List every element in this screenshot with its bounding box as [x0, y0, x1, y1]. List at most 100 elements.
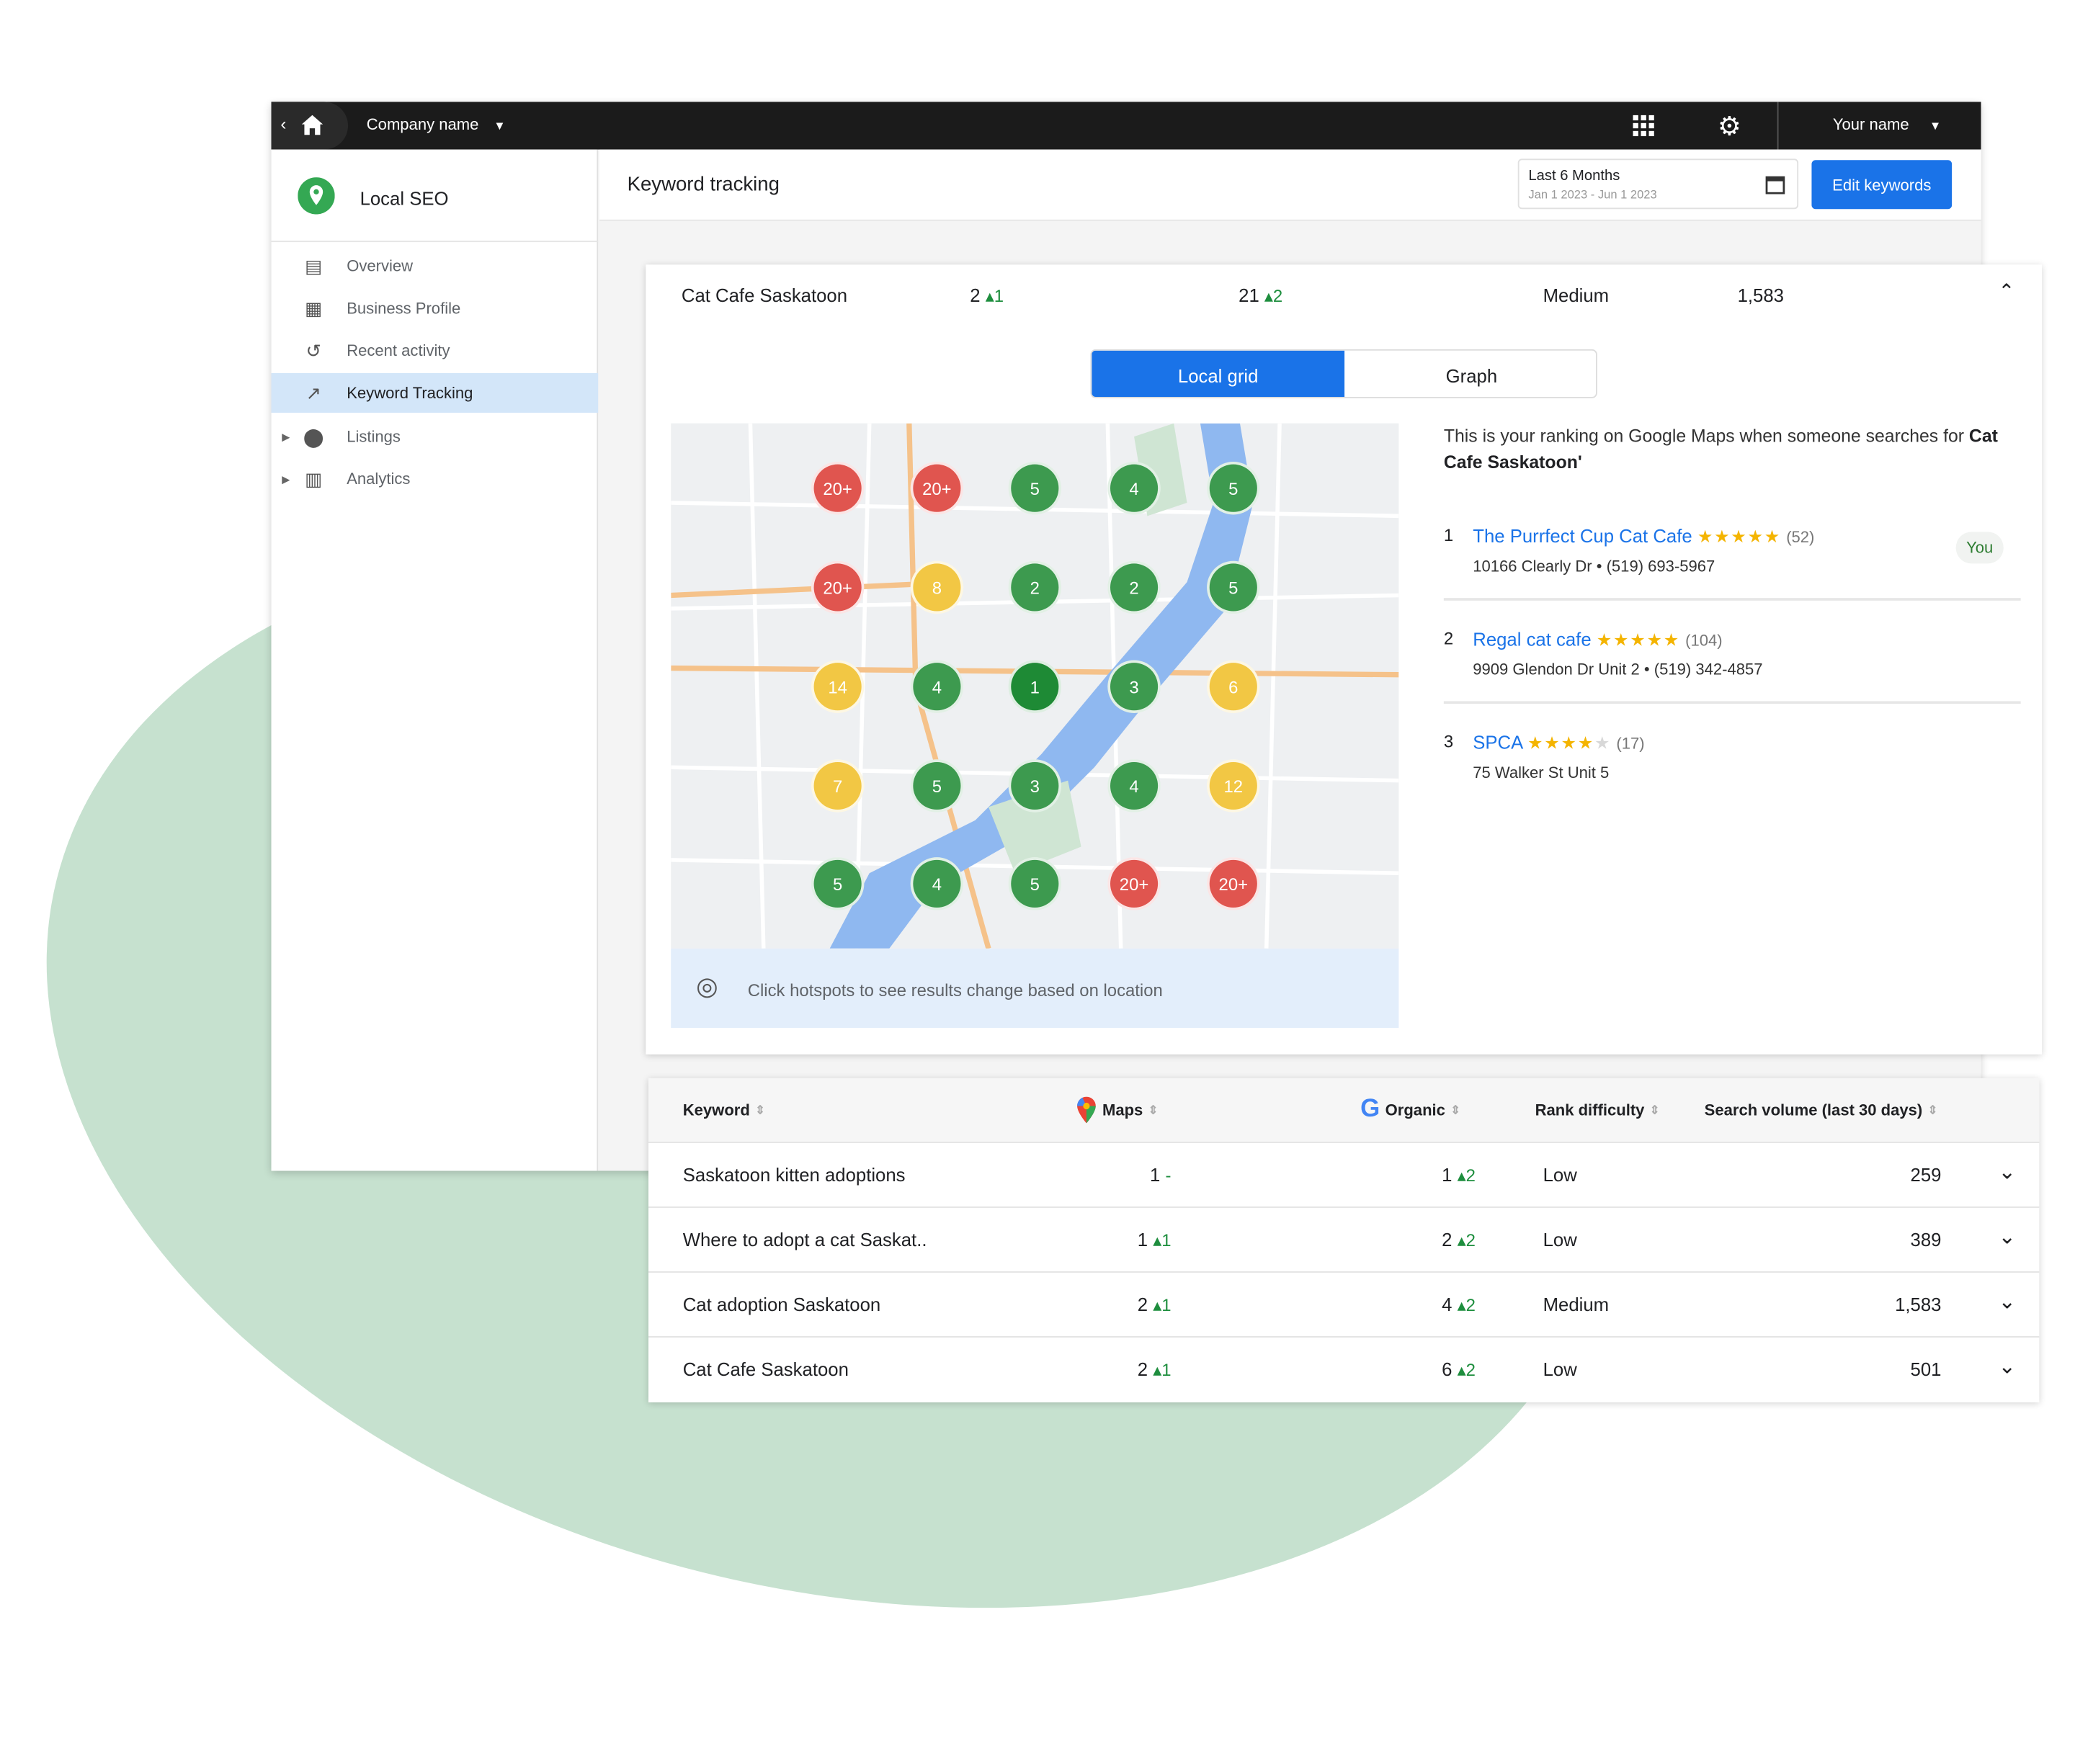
home-nav[interactable]: ‹	[271, 102, 349, 150]
keyword-detail-card: Cat Cafe Saskatoon 2 ▴1 21 ▴2 Medium 1,5…	[646, 264, 2043, 1055]
divider	[1443, 701, 2021, 704]
table-row[interactable]: Cat adoption Saskatoon 2 ▴1 4 ▴2 Medium …	[648, 1271, 2040, 1336]
dropdown-icon: ▼	[1929, 119, 1942, 133]
overview-icon: ▤	[305, 255, 323, 277]
grid-hotspot[interactable]: 3	[1107, 660, 1161, 713]
business-link[interactable]: SPCA	[1473, 731, 1522, 753]
grid-hotspot[interactable]: 2	[1107, 560, 1161, 614]
grid-hotspot[interactable]: 6	[1207, 660, 1260, 713]
grid-hotspot[interactable]: 20+	[1107, 857, 1161, 910]
column-keyword[interactable]: Keyword ⇕	[682, 1101, 766, 1119]
grid-hotspot[interactable]: 4	[1107, 462, 1161, 515]
column-rank-difficulty[interactable]: Rank difficulty ⇕	[1535, 1101, 1660, 1119]
grid-hotspot[interactable]: 5	[910, 759, 964, 812]
business-link[interactable]: The Purrfect Cup Cat Cafe	[1473, 525, 1692, 547]
tab-graph[interactable]: Graph	[1445, 364, 1498, 386]
trending-icon: ↗	[305, 382, 322, 404]
difficulty-cell: Low	[1543, 1358, 1577, 1380]
grid-hotspot[interactable]: 20+	[910, 462, 964, 515]
gear-icon[interactable]: ⚙	[1718, 112, 1741, 142]
home-icon[interactable]	[301, 115, 323, 135]
maps-rank-cell: 2 ▴1	[1137, 1358, 1172, 1380]
grid-hotspot[interactable]: 5	[1008, 857, 1062, 910]
grid-hotspot[interactable]: 14	[811, 660, 865, 713]
volume-cell: 389	[1910, 1229, 1942, 1250]
keyword-cell: Cat Cafe Saskatoon	[682, 1358, 849, 1380]
grid-hotspot[interactable]: 5	[811, 857, 865, 910]
organic-rank-cell: 1 ▴2	[1442, 1164, 1476, 1186]
grid-hotspot[interactable]: 12	[1207, 759, 1260, 812]
expand-chevron-icon[interactable]: ⌄	[1998, 1291, 2017, 1314]
result-item[interactable]: 3 SPCA ★★★★★ (17) 75 Walker St Unit 5	[1443, 731, 1645, 782]
organic-rank-cell: 6 ▴2	[1442, 1358, 1476, 1380]
google-g-icon: G	[1360, 1095, 1380, 1124]
view-toggle: Local grid Graph	[1090, 349, 1597, 398]
dropdown-icon: ▼	[494, 119, 506, 133]
keyword-cell: Cat adoption Saskatoon	[682, 1294, 881, 1315]
tab-local-grid[interactable]: Local grid	[1092, 350, 1345, 398]
grid-hotspot[interactable]: 4	[910, 660, 964, 713]
grid-hotspot[interactable]: 7	[811, 759, 865, 812]
grid-hotspot[interactable]: 4	[1107, 759, 1161, 812]
column-organic[interactable]: G Organic ⇕	[1360, 1095, 1461, 1124]
history-icon: ↺	[305, 340, 322, 362]
apps-grid-icon[interactable]	[1633, 115, 1654, 137]
business-link[interactable]: Regal cat cafe	[1473, 628, 1592, 650]
back-icon[interactable]: ‹	[280, 113, 287, 134]
expand-chevron-icon[interactable]: ⌄	[1998, 1161, 2017, 1184]
sidebar-item-analytics[interactable]: ▶ ▥ Analytics	[282, 468, 411, 490]
column-maps[interactable]: Maps ⇕	[1076, 1078, 1159, 1142]
expand-chevron-icon[interactable]: ⌄	[1998, 1226, 2017, 1249]
result-item[interactable]: 1 The Purrfect Cup Cat Cafe ★★★★★ (52) 1…	[1444, 525, 2021, 591]
local-grid-map[interactable]: 20+ 20+ 5 4 5 20+ 8 2 2 5 14 4 1 3 6 7 5 3 4 12 5 4 5 20+ 20+	[671, 423, 1399, 949]
difficulty-cell: Low	[1543, 1229, 1577, 1250]
company-selector[interactable]: Company name ▼	[366, 115, 506, 134]
google-maps-icon	[1077, 1096, 1096, 1124]
user-menu[interactable]: Your name ▼	[1832, 115, 1942, 134]
grid-hotspot[interactable]: 4	[910, 857, 964, 910]
collapse-chevron-icon[interactable]: ⌃	[1998, 280, 2015, 303]
table-header	[648, 1078, 2040, 1142]
keyword-cell: Where to adopt a cat Saskat..	[682, 1229, 927, 1250]
maps-rank-cell: 2 ▴1	[1137, 1294, 1172, 1315]
table-row[interactable]: Cat Cafe Saskatoon 2 ▴1 6 ▴2 Low 501 ⌄	[648, 1336, 2040, 1401]
edit-keywords-button[interactable]: Edit keywords	[1811, 160, 1953, 210]
grid-hotspot[interactable]: 5	[1207, 462, 1260, 515]
page-title: Keyword tracking	[627, 173, 780, 196]
grid-hotspot[interactable]: 20+	[1207, 857, 1260, 910]
column-search-volume[interactable]: Search volume (last 30 days) ⇕	[1704, 1101, 1938, 1119]
sidebar-item-recent-activity[interactable]: ↺ Recent activity	[272, 331, 599, 370]
divider	[1443, 598, 2021, 601]
result-item[interactable]: 2 Regal cat cafe ★★★★★ (104) 9909 Glendo…	[1443, 628, 1763, 679]
expanded-row-summary[interactable]: Cat Cafe Saskatoon 2 ▴1 21 ▴2 Medium 1,5…	[681, 280, 2015, 306]
difficulty-cell: Low	[1543, 1164, 1577, 1186]
date-range-picker[interactable]: Last 6 Months Jan 1 2023 - Jun 1 2023	[1517, 158, 1799, 210]
expand-caret-icon[interactable]: ▶	[282, 430, 290, 443]
grid-hotspot[interactable]: 5	[1207, 560, 1260, 614]
star-rating: ★★★★★	[1527, 733, 1612, 753]
grid-hotspot[interactable]: 8	[910, 560, 964, 614]
grid-hotspot[interactable]: 3	[1008, 759, 1062, 812]
grid-hotspot[interactable]: 2	[1008, 560, 1062, 614]
table-row[interactable]: Where to adopt a cat Saskat.. 1 ▴1 2 ▴2 …	[648, 1206, 2040, 1271]
star-rating: ★★★★★	[1697, 527, 1782, 547]
local-seo-logo-icon	[298, 177, 335, 215]
sidebar-item-listings[interactable]: ▶ ⬤ Listings	[282, 426, 401, 447]
sidebar-item-overview[interactable]: ▤ Overview	[272, 246, 599, 286]
building-icon: ▦	[305, 297, 323, 319]
grid-hotspot[interactable]: 1	[1008, 660, 1062, 713]
pin-icon: ⬤	[303, 426, 324, 447]
sidebar-item-business-profile[interactable]: ▦ Business Profile	[272, 288, 599, 328]
maps-rank-cell: 1 ▴1	[1137, 1229, 1172, 1250]
product-name: Local SEO	[360, 187, 449, 210]
maps-rank-cell: 1 -	[1150, 1164, 1172, 1186]
grid-hotspot[interactable]: 20+	[811, 462, 865, 515]
grid-hotspot[interactable]: 20+	[811, 560, 865, 614]
table-row[interactable]: Saskatoon kitten adoptions 1 - 1 ▴2 Low …	[648, 1142, 2040, 1206]
calendar-icon[interactable]	[1765, 174, 1785, 194]
grid-hotspot[interactable]: 5	[1008, 462, 1062, 515]
expand-chevron-icon[interactable]: ⌄	[1998, 1356, 2017, 1379]
expand-caret-icon[interactable]: ▶	[282, 473, 290, 485]
sidebar-item-keyword-tracking[interactable]: ↗ Keyword Tracking	[271, 372, 599, 413]
keyword-table: Keyword ⇕ Maps ⇕ G Organic ⇕ Rank difficult…	[648, 1078, 2040, 1402]
